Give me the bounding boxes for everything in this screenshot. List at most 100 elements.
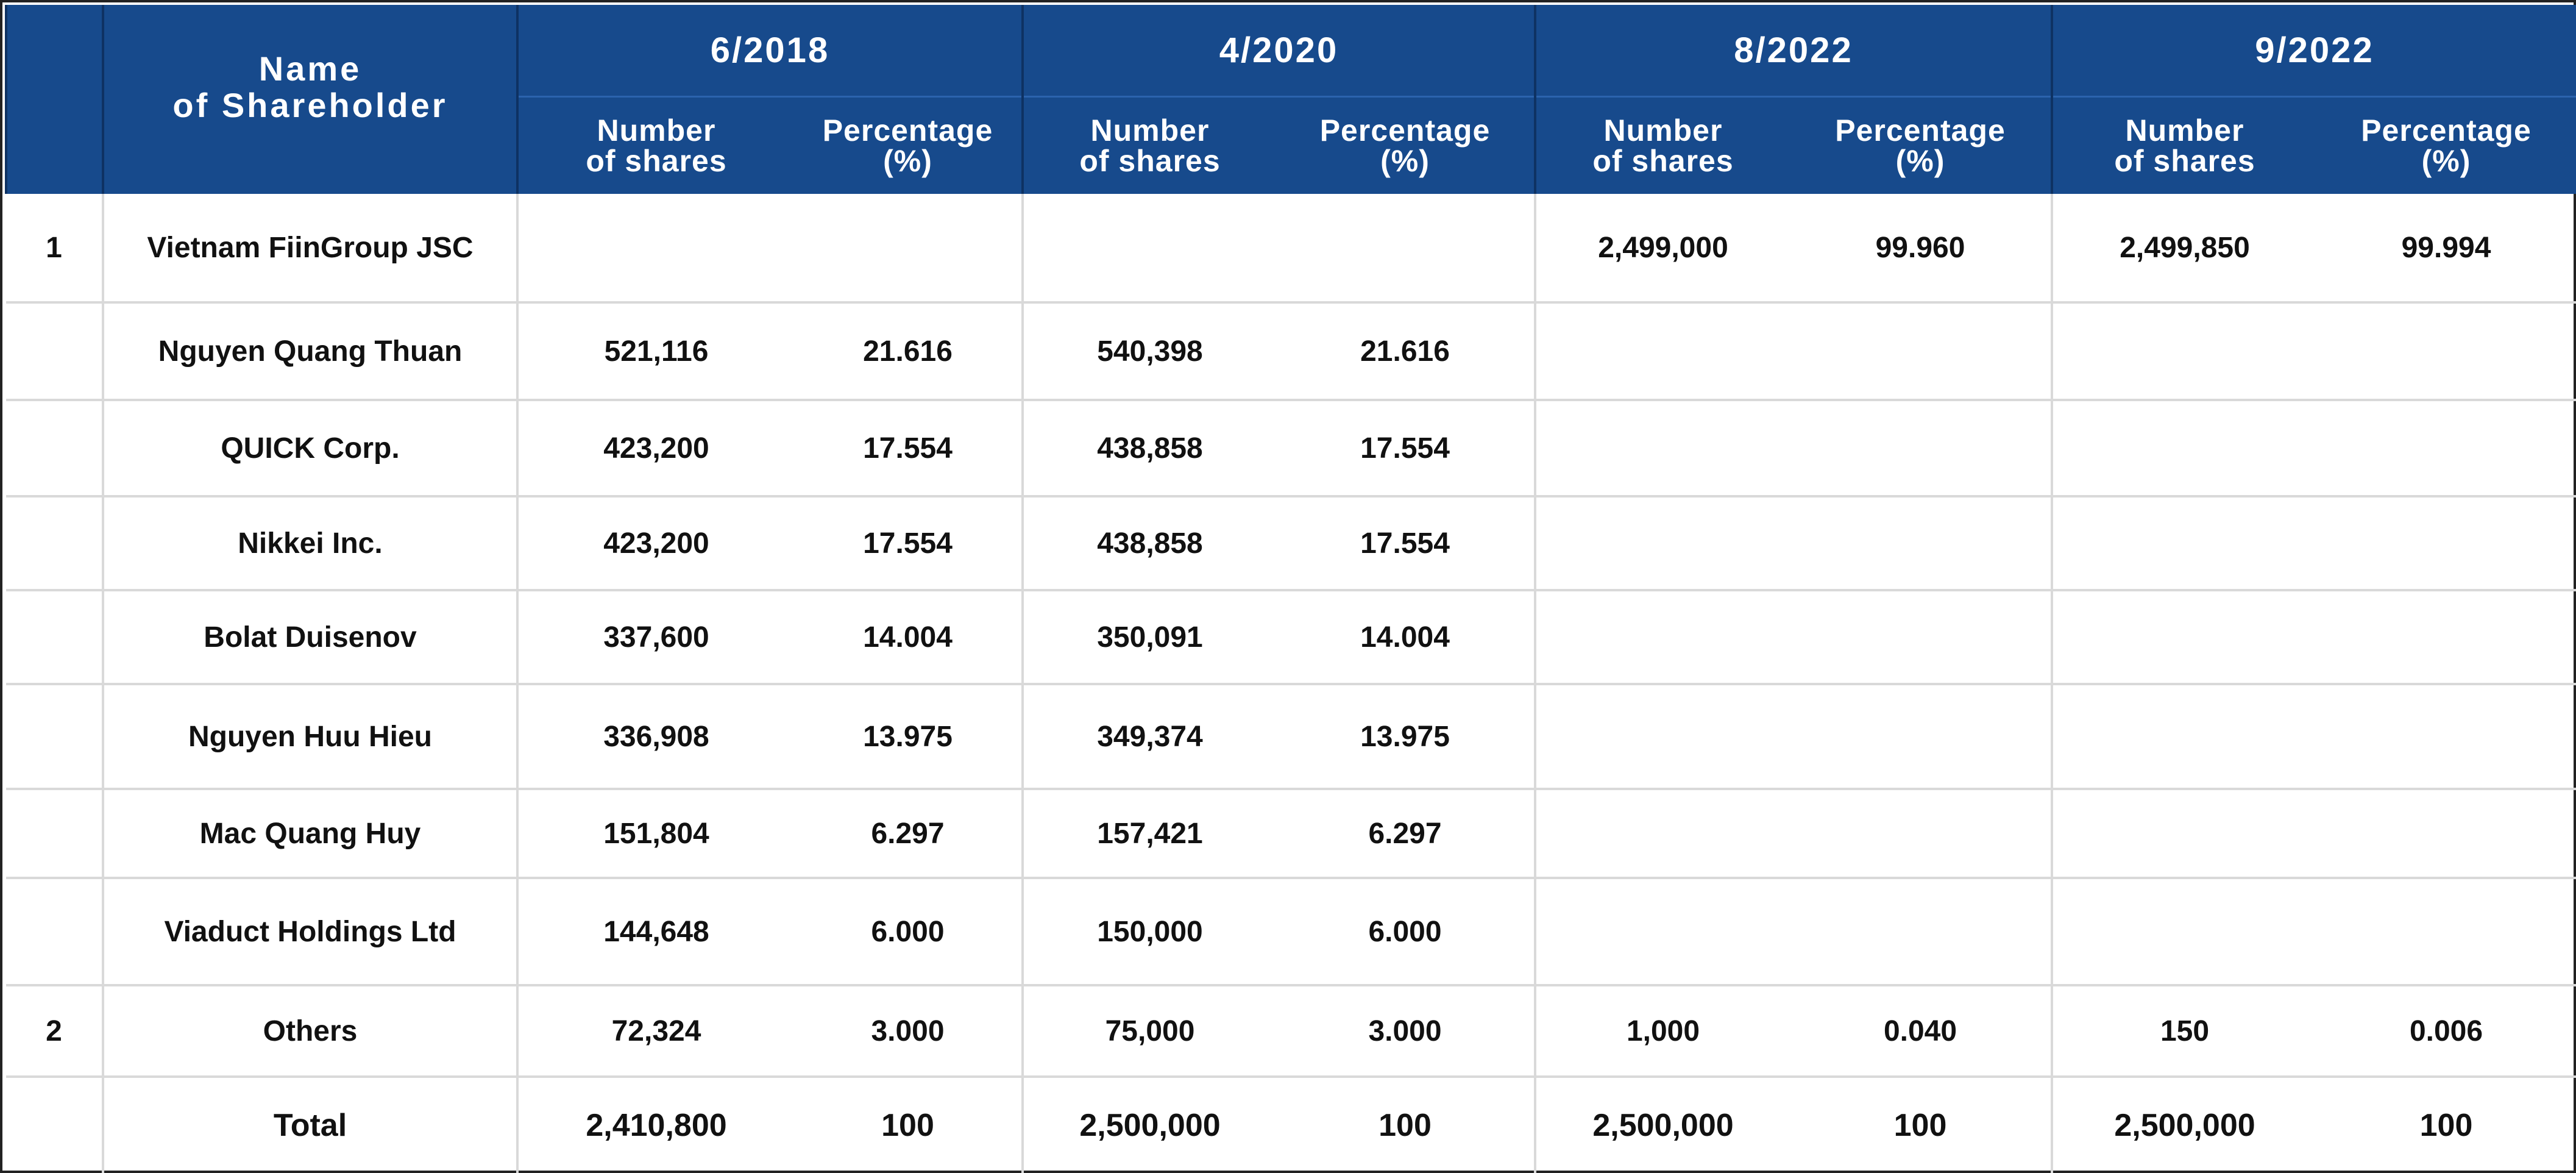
shares-subheader-line-1: Number	[1090, 113, 1210, 148]
table-row: Nikkei Inc. 423,200 17.554 438,858 17.55…	[6, 496, 2576, 591]
shares-subheader: Number of shares	[2051, 96, 2316, 194]
total-percentage-6-2018: 100	[794, 1077, 1024, 1173]
percentage-4-2020: 6.297	[1276, 789, 1536, 879]
shareholder-name: Vietnam FiinGroup JSC	[103, 194, 519, 304]
name-header-line-1: Name	[258, 49, 362, 88]
shares-4-2020: 349,374	[1023, 684, 1276, 790]
percentage-8-2022	[1790, 496, 2053, 591]
percentage-9-2022: 0.006	[2316, 985, 2576, 1078]
shares-subheader-line-2: of shares	[586, 143, 727, 178]
table-row: Nguyen Huu Hieu 336,908 13.975 349,374 1…	[6, 684, 2576, 790]
shares-subheader-line-1: Number	[1603, 113, 1723, 148]
table-row: Nguyen Quang Thuan 521,116 21.616 540,39…	[6, 302, 2576, 401]
shares-9-2022	[2052, 878, 2316, 986]
table-row: 1 Vietnam FiinGroup JSC 2,499,000 99.960…	[6, 194, 2576, 304]
shares-9-2022	[2052, 789, 2316, 879]
header-period-row: Name of Shareholder 6/2018 4/2020 8/2022…	[5, 5, 2576, 194]
percentage-8-2022	[1790, 302, 2053, 401]
percentage-subheader-line-1: Percentage	[1835, 113, 2006, 148]
shares-6-2018: 72,324	[517, 985, 794, 1078]
row-number	[6, 590, 104, 685]
shares-8-2022: 2,499,000	[1535, 194, 1790, 304]
shares-4-2020: 438,858	[1023, 400, 1276, 497]
shareholder-name: Nguyen Huu Hieu	[103, 684, 519, 790]
shares-6-2018: 521,116	[517, 302, 794, 401]
shares-4-2020: 540,398	[1023, 302, 1276, 401]
shareholder-name: Bolat Duisenov	[103, 590, 519, 685]
row-number	[6, 400, 104, 497]
row-number	[6, 302, 104, 401]
percentage-4-2020: 6.000	[1276, 878, 1536, 986]
percentage-4-2020: 3.000	[1276, 985, 1536, 1078]
row-number	[6, 1077, 104, 1173]
percentage-subheader: Percentage (%)	[794, 96, 1024, 194]
percentage-9-2022	[2316, 878, 2576, 986]
shares-9-2022	[2052, 400, 2316, 497]
percentage-subheader-line-2: (%)	[883, 143, 932, 178]
period-header-8-2022: 8/2022	[1534, 5, 2053, 98]
shares-8-2022	[1535, 496, 1790, 591]
percentage-9-2022: 99.994	[2316, 194, 2576, 304]
percentage-6-2018: 13.975	[794, 684, 1024, 790]
shareholder-name: Nikkei Inc.	[103, 496, 519, 591]
header-subcolumn-row: Number of shares Percentage (%) Number o…	[6, 96, 2576, 194]
percentage-6-2018	[794, 194, 1024, 304]
table-row: Viaduct Holdings Ltd 144,648 6.000 150,0…	[6, 878, 2576, 986]
row-number	[6, 789, 104, 879]
table-row: Bolat Duisenov 337,600 14.004 350,091 14…	[6, 590, 2576, 685]
total-percentage-4-2020: 100	[1276, 1077, 1536, 1173]
row-number	[6, 496, 104, 591]
percentage-4-2020	[1276, 194, 1536, 304]
percentage-4-2020: 21.616	[1276, 302, 1536, 401]
shareholder-table: Name of Shareholder 6/2018 4/2020 8/2022…	[5, 5, 2576, 1173]
total-shares-6-2018: 2,410,800	[586, 1108, 727, 1143]
shares-subheader-line-2: of shares	[1079, 143, 1221, 178]
percentage-8-2022	[1790, 400, 2053, 497]
name-column-header: Name of Shareholder	[102, 5, 519, 194]
percentage-subheader-line-2: (%)	[2421, 143, 2471, 178]
percentage-9-2022	[2316, 590, 2576, 685]
table-body: 1 Vietnam FiinGroup JSC 2,499,000 99.960…	[6, 194, 2576, 1173]
shares-6-2018: 151,804	[517, 789, 794, 879]
shares-subheader: Number of shares	[1534, 96, 1790, 194]
total-shares-9-2022: 2,500,000	[2114, 1108, 2255, 1143]
shares-subheader: Number of shares	[1021, 96, 1276, 194]
percentage-4-2020: 17.554	[1276, 400, 1536, 497]
percentage-6-2018: 21.616	[794, 302, 1024, 401]
shares-4-2020: 157,421	[1023, 789, 1276, 879]
period-header-4-2020: 4/2020	[1021, 5, 1536, 98]
shares-subheader-line-1: Number	[2125, 113, 2244, 148]
shares-subheader: Number of shares	[516, 96, 794, 194]
shares-4-2020: 150,000	[1023, 878, 1276, 986]
shares-6-2018: 337,600	[517, 590, 794, 685]
percentage-9-2022	[2316, 302, 2576, 401]
percentage-8-2022	[1790, 590, 2053, 685]
percentage-6-2018: 3.000	[794, 985, 1024, 1078]
shares-9-2022	[2052, 590, 2316, 685]
table-row: 2 Others 72,324 3.000 75,000 3.000 1,000…	[6, 985, 2576, 1078]
shares-subheader-line-1: Number	[597, 113, 716, 148]
total-percentage-8-2022: 100	[1790, 1077, 2053, 1173]
table-row: QUICK Corp. 423,200 17.554 438,858 17.55…	[6, 400, 2576, 497]
percentage-subheader-line-1: Percentage	[1319, 113, 1491, 148]
shares-subheader-line-2: of shares	[2114, 143, 2255, 178]
percentage-8-2022	[1790, 789, 2053, 879]
percentage-6-2018: 14.004	[794, 590, 1024, 685]
shares-4-2020	[1023, 194, 1276, 304]
row-number: 2	[6, 985, 104, 1078]
no-column-header	[5, 5, 104, 194]
percentage-9-2022	[2316, 789, 2576, 879]
shareholder-name: QUICK Corp.	[103, 400, 519, 497]
shares-8-2022	[1535, 400, 1790, 497]
percentage-9-2022	[2316, 400, 2576, 497]
percentage-subheader-line-1: Percentage	[822, 113, 993, 148]
total-shares-8-2022: 2,500,000	[1592, 1108, 1734, 1143]
name-header-line-2: of Shareholder	[172, 86, 448, 124]
shares-8-2022	[1535, 302, 1790, 401]
total-shares-4-2020: 2,500,000	[1079, 1108, 1221, 1143]
percentage-subheader-line-1: Percentage	[2361, 113, 2532, 148]
shares-6-2018: 336,908	[517, 684, 794, 790]
row-number: 1	[6, 194, 104, 304]
shares-9-2022: 2,499,850	[2052, 194, 2316, 304]
percentage-4-2020: 14.004	[1276, 590, 1536, 685]
